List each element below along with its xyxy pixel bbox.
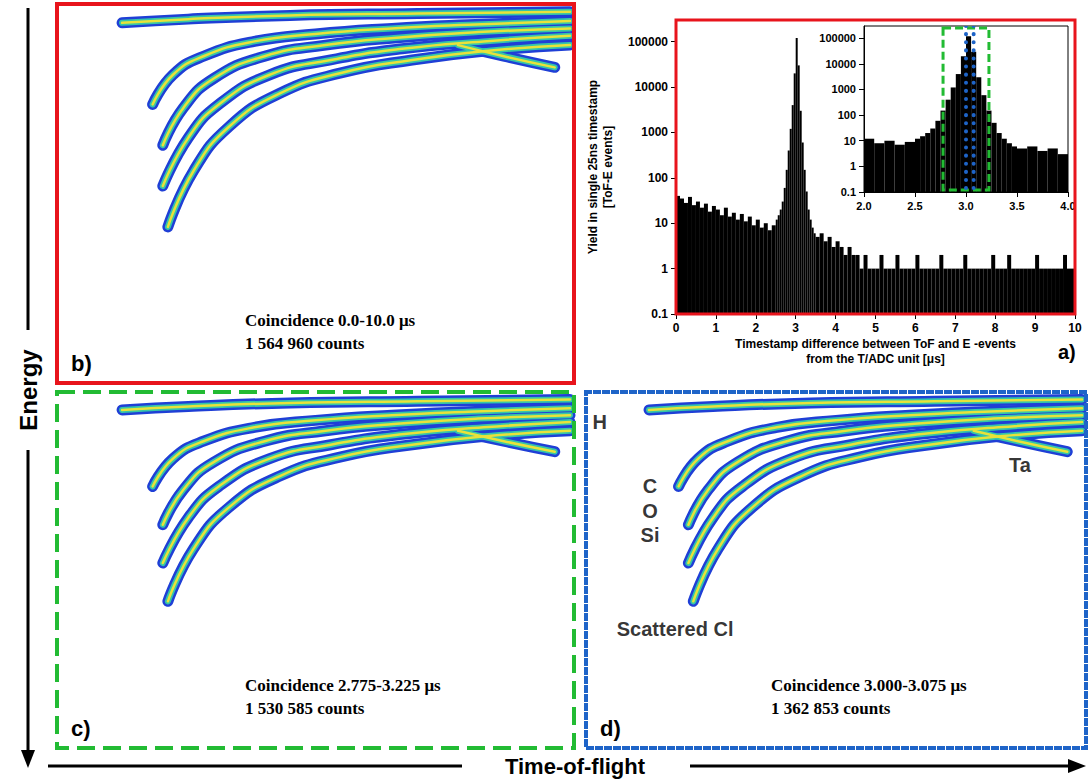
svg-text:3.5: 3.5 xyxy=(1009,200,1024,212)
svg-text:0.1: 0.1 xyxy=(841,186,856,198)
svg-text:Si: Si xyxy=(641,524,660,546)
svg-text:1: 1 xyxy=(713,321,720,335)
svg-text:d): d) xyxy=(600,716,621,741)
svg-text:O: O xyxy=(642,500,658,522)
svg-text:c): c) xyxy=(71,716,91,741)
svg-text:1 362 853 counts: 1 362 853 counts xyxy=(771,699,891,718)
svg-text:0.1: 0.1 xyxy=(651,307,668,321)
svg-text:10000: 10000 xyxy=(825,58,856,70)
svg-text:1000: 1000 xyxy=(832,83,856,95)
svg-text:4: 4 xyxy=(832,321,839,335)
svg-text:C: C xyxy=(643,475,657,497)
svg-text:6: 6 xyxy=(912,321,919,335)
svg-text:1 530 585 counts: 1 530 585 counts xyxy=(245,699,365,718)
svg-text:Timestamp difference between T: Timestamp difference between ToF and E -… xyxy=(735,337,1016,351)
svg-text:[ToF-E events]: [ToF-E events] xyxy=(601,126,615,208)
svg-text:100: 100 xyxy=(648,171,668,185)
svg-text:1: 1 xyxy=(661,262,668,276)
svg-text:100: 100 xyxy=(838,109,856,121)
svg-text:1: 1 xyxy=(850,160,856,172)
svg-text:2: 2 xyxy=(752,321,759,335)
svg-text:10000: 10000 xyxy=(635,80,669,94)
svg-text:0: 0 xyxy=(673,321,680,335)
svg-text:100000: 100000 xyxy=(628,35,668,49)
svg-text:1 564 960 counts: 1 564 960 counts xyxy=(245,334,365,353)
svg-text:5: 5 xyxy=(872,321,879,335)
svg-text:3.0: 3.0 xyxy=(958,200,973,212)
svg-text:Scattered Cl: Scattered Cl xyxy=(617,618,734,640)
svg-text:Coincidence 3.000-3.075 μs: Coincidence 3.000-3.075 μs xyxy=(771,676,967,695)
svg-text:Coincidence 0.0-10.0 μs: Coincidence 0.0-10.0 μs xyxy=(245,311,416,330)
svg-text:4.0: 4.0 xyxy=(1060,200,1075,212)
svg-text:2.5: 2.5 xyxy=(907,200,922,212)
svg-text:10: 10 xyxy=(1068,321,1082,335)
svg-text:from the T/ADC unit [μs]: from the T/ADC unit [μs] xyxy=(806,352,945,366)
svg-text:H: H xyxy=(593,411,607,433)
svg-text:9: 9 xyxy=(1032,321,1039,335)
svg-text:7: 7 xyxy=(952,321,959,335)
svg-text:10: 10 xyxy=(844,135,856,147)
svg-text:Energy: Energy xyxy=(15,349,42,431)
svg-text:Coincidence 2.775-3.225 μs: Coincidence 2.775-3.225 μs xyxy=(245,676,441,695)
svg-text:Yield in single 25ns timestamp: Yield in single 25ns timestamp xyxy=(586,80,600,254)
svg-text:a): a) xyxy=(1058,341,1076,363)
svg-text:10: 10 xyxy=(655,216,669,230)
svg-text:100000: 100000 xyxy=(819,32,856,44)
svg-text:8: 8 xyxy=(992,321,999,335)
svg-text:3: 3 xyxy=(792,321,799,335)
svg-text:b): b) xyxy=(71,351,92,376)
svg-text:2.0: 2.0 xyxy=(856,200,871,212)
svg-text:1000: 1000 xyxy=(641,125,668,139)
svg-text:Time-of-flight: Time-of-flight xyxy=(505,754,646,779)
svg-text:Ta: Ta xyxy=(1009,454,1032,476)
